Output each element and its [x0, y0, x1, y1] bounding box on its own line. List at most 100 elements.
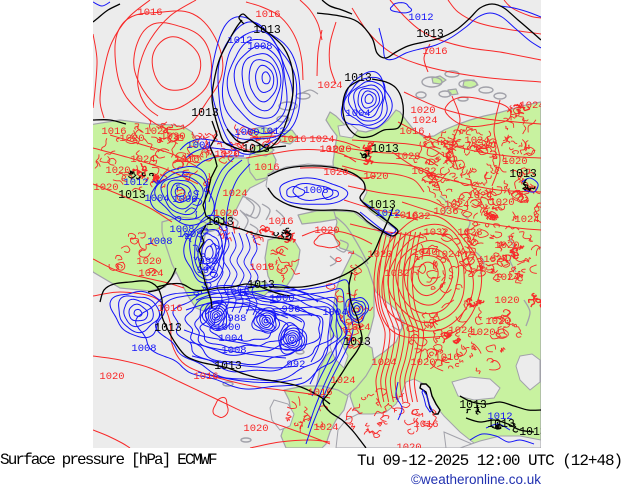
svg-text:1008: 1008 [221, 345, 246, 357]
svg-text:1024: 1024 [144, 126, 169, 138]
svg-text:1013: 1013 [371, 143, 399, 156]
svg-text:1008: 1008 [169, 224, 194, 236]
svg-text:1024: 1024 [330, 375, 355, 387]
svg-text:996: 996 [282, 304, 301, 316]
svg-text:1024: 1024 [519, 100, 544, 112]
svg-text:1020: 1020 [323, 167, 348, 179]
svg-text:1004: 1004 [345, 108, 370, 120]
svg-text:1020: 1020 [326, 144, 351, 156]
svg-text:1004: 1004 [186, 140, 211, 152]
svg-text:1004: 1004 [144, 193, 169, 205]
svg-text:1024: 1024 [444, 199, 469, 211]
svg-text:©weatheronline.co.uk: ©weatheronline.co.uk [411, 472, 541, 487]
svg-text:1013: 1013 [459, 399, 487, 412]
svg-text:1013: 1013 [343, 336, 371, 349]
svg-text:1020: 1020 [494, 240, 519, 252]
svg-text:1020: 1020 [214, 149, 239, 161]
svg-text:1032: 1032 [423, 227, 448, 239]
svg-text:1020: 1020 [489, 197, 514, 209]
svg-text:1012: 1012 [123, 177, 148, 189]
svg-text:1016: 1016 [307, 387, 332, 399]
svg-text:1032: 1032 [411, 166, 436, 178]
svg-text:1016: 1016 [174, 154, 199, 166]
svg-text:992: 992 [199, 256, 218, 268]
svg-text:1016: 1016 [254, 162, 279, 174]
svg-text:1024: 1024 [435, 249, 460, 261]
svg-text:1024: 1024 [222, 188, 247, 200]
svg-text:1020: 1020 [410, 105, 435, 117]
svg-text:1020: 1020 [470, 327, 495, 339]
svg-text:1008: 1008 [177, 229, 202, 241]
svg-text:992: 992 [197, 265, 216, 277]
svg-text:1024: 1024 [467, 190, 492, 202]
svg-text:Surface pressure [hPa] ECMWF: Surface pressure [hPa] ECMWF [0, 451, 217, 469]
svg-text:1013: 1013 [368, 199, 396, 212]
svg-text:1013: 1013 [487, 418, 515, 431]
svg-text:1016: 1016 [101, 126, 126, 138]
svg-text:1020: 1020 [319, 144, 344, 156]
svg-text:1020: 1020 [136, 256, 161, 268]
svg-text:1013: 1013 [247, 279, 275, 292]
svg-text:1013: 1013 [253, 24, 281, 37]
svg-text:1036: 1036 [433, 206, 458, 218]
svg-text:1024: 1024 [514, 214, 539, 226]
svg-text:1013: 1013 [206, 216, 234, 229]
svg-text:1024: 1024 [494, 272, 519, 284]
svg-text:1008: 1008 [303, 185, 328, 197]
svg-text:1032: 1032 [384, 268, 409, 280]
svg-text:1020: 1020 [93, 182, 118, 194]
svg-text:1020: 1020 [213, 208, 238, 220]
svg-text:1004: 1004 [322, 307, 347, 319]
svg-text:1000: 1000 [215, 322, 240, 334]
svg-text:988: 988 [228, 313, 247, 325]
svg-text:1012: 1012 [487, 411, 512, 423]
svg-text:1004: 1004 [218, 333, 243, 345]
svg-text:1020: 1020 [502, 156, 527, 168]
svg-text:1012: 1012 [224, 287, 249, 299]
svg-text:1013: 1013 [154, 322, 182, 335]
svg-text:1024: 1024 [309, 134, 334, 146]
svg-text:1016: 1016 [249, 262, 274, 274]
svg-text:1012: 1012 [227, 35, 252, 47]
svg-text:1008: 1008 [247, 41, 272, 53]
svg-text:1013: 1013 [191, 107, 219, 120]
svg-text:1024: 1024 [130, 154, 155, 166]
svg-text:1024: 1024 [313, 422, 338, 434]
svg-text:1013: 1013 [214, 360, 242, 373]
svg-text:1013: 1013 [416, 28, 444, 41]
svg-text:1016: 1016 [137, 7, 162, 19]
svg-text:1000: 1000 [234, 127, 259, 139]
svg-text:1020: 1020 [396, 442, 421, 454]
svg-text:Tu 09-12-2025 12:00 UTC (12+48: Tu 09-12-2025 12:00 UTC (12+48) [357, 452, 622, 470]
svg-text:1016: 1016 [268, 216, 293, 228]
svg-text:1024: 1024 [483, 254, 508, 266]
svg-text:1040: 1040 [412, 247, 437, 259]
svg-text:1016: 1016 [255, 9, 280, 21]
svg-text:1020: 1020 [410, 357, 435, 369]
svg-text:1013: 1013 [519, 426, 547, 439]
svg-text:1028: 1028 [457, 227, 482, 239]
svg-text:1016: 1016 [422, 46, 447, 58]
svg-text:1013: 1013 [242, 143, 270, 156]
svg-text:1012: 1012 [408, 12, 433, 24]
svg-text:1013: 1013 [509, 168, 537, 181]
svg-text:1020: 1020 [99, 371, 124, 383]
svg-text:1016: 1016 [157, 303, 182, 315]
svg-text:1012: 1012 [375, 208, 400, 220]
svg-text:1000: 1000 [269, 293, 294, 305]
svg-text:1024: 1024 [448, 325, 473, 337]
svg-text:1024: 1024 [317, 80, 342, 92]
svg-text:1013: 1013 [118, 189, 146, 202]
svg-text:1024: 1024 [138, 268, 163, 280]
svg-text:1016: 1016 [434, 352, 459, 364]
svg-text:1016: 1016 [393, 210, 418, 222]
svg-text:1024: 1024 [412, 115, 437, 127]
svg-text:1024: 1024 [464, 135, 489, 147]
svg-text:1008: 1008 [147, 236, 172, 248]
svg-text:1000: 1000 [172, 194, 197, 206]
svg-text:1016: 1016 [281, 134, 306, 146]
svg-text:1020: 1020 [243, 423, 268, 435]
svg-text:1020: 1020 [485, 316, 510, 328]
svg-text:1008: 1008 [131, 343, 156, 355]
svg-text:1012: 1012 [260, 126, 285, 138]
